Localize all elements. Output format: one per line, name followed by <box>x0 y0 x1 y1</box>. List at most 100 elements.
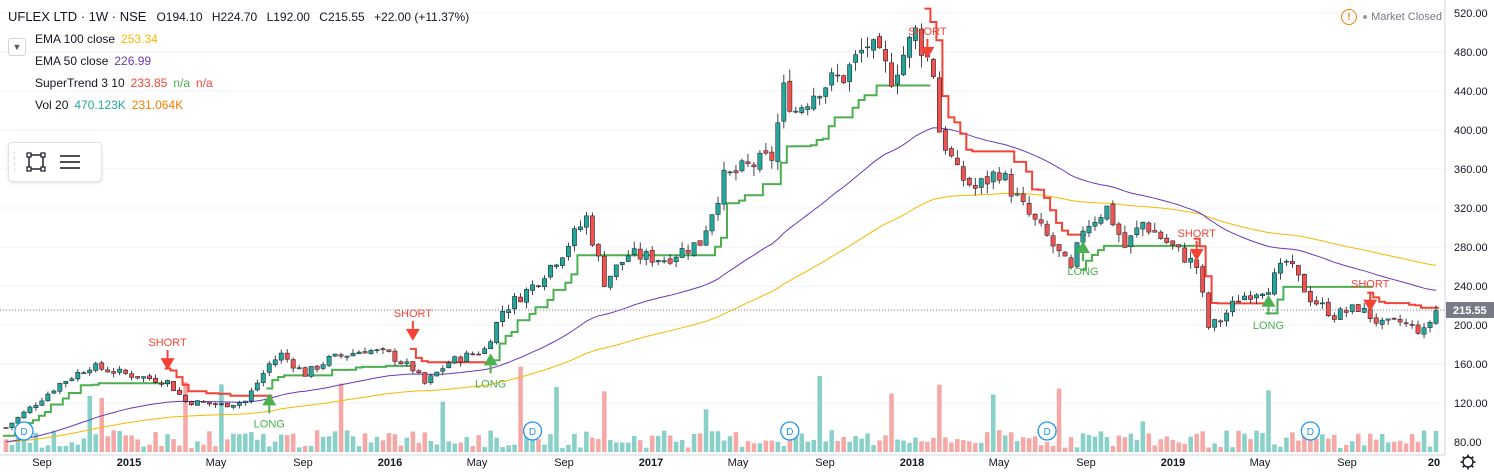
volume-bar <box>153 432 158 452</box>
indicator-ema50[interactable]: EMA 50 close 226.99 <box>35 54 152 68</box>
candle <box>63 381 69 388</box>
candle-body <box>290 359 296 369</box>
drag-handle-icon[interactable]: ::: <box>13 150 16 173</box>
candle-body <box>446 362 452 369</box>
long-arrow-icon <box>1261 294 1276 307</box>
volume-bar <box>1236 430 1241 452</box>
supertrend-short-line <box>924 7 1086 236</box>
candle-body <box>314 365 320 370</box>
candle <box>673 255 679 268</box>
volume-bar <box>608 439 613 452</box>
candle <box>464 350 470 363</box>
candle-body <box>721 169 727 205</box>
candle <box>1038 212 1044 227</box>
candle-body <box>177 389 182 395</box>
candle <box>111 367 117 378</box>
price-tick-label: 400.00 <box>1454 125 1488 137</box>
symbol-title[interactable]: UFLEX LTD · 1W · NSE <box>8 9 147 24</box>
indicator-ema100[interactable]: EMA 100 close 253.34 <box>35 32 158 46</box>
candle-body <box>284 352 290 360</box>
volume-bar <box>1080 433 1086 452</box>
settings-gear-icon[interactable] <box>1460 454 1476 470</box>
volume-bar <box>392 434 398 452</box>
short-arrow-icon <box>1189 248 1204 261</box>
indicator-supertrend[interactable]: SuperTrend 3 10 233.85 n/a n/a <box>35 76 213 90</box>
volume-bar <box>1050 445 1056 452</box>
volume-bar <box>207 431 212 452</box>
dividend-marker[interactable]: D <box>522 421 543 441</box>
candle-body <box>63 381 69 384</box>
short-signal: SHORT <box>394 308 432 341</box>
candle <box>1056 244 1062 258</box>
candle <box>260 370 266 387</box>
candle <box>607 275 613 291</box>
price-tick-label: 240.00 <box>1454 281 1488 293</box>
candle <box>350 348 356 357</box>
volume-bar <box>290 433 296 452</box>
volume-bar <box>1122 437 1128 452</box>
candle <box>224 402 230 408</box>
time-tick-label: Sep <box>293 457 313 469</box>
volume-bar <box>362 433 368 452</box>
candle <box>1212 318 1218 332</box>
candle <box>422 372 428 385</box>
volume-bar <box>1314 438 1319 452</box>
candle-body <box>171 381 176 391</box>
candle-body <box>871 39 876 51</box>
price-tick-label: 80.00 <box>1454 437 1482 449</box>
volume-bar <box>63 445 69 452</box>
candle <box>907 35 912 69</box>
candle-body <box>500 311 506 322</box>
indicator-volume[interactable]: Vol 20 470.123K 231.064K <box>35 98 184 112</box>
candle-body <box>577 226 583 230</box>
dividend-marker[interactable]: D <box>1300 421 1321 441</box>
candle-body <box>21 411 27 419</box>
dividend-marker[interactable]: D <box>14 421 34 441</box>
candle <box>996 167 1002 184</box>
supertrend-short-line <box>1367 291 1439 309</box>
volume-bar <box>877 440 882 452</box>
short-signal: SHORT <box>148 337 187 371</box>
dividend-marker[interactable]: D <box>1037 421 1057 441</box>
candle-body <box>1278 262 1283 274</box>
volume-bar <box>171 439 176 452</box>
candle <box>266 361 272 377</box>
volume-bar <box>1302 434 1307 452</box>
candle <box>709 213 715 236</box>
candle-body <box>326 356 332 366</box>
price-tick-label: 360.00 <box>1454 164 1488 176</box>
dividend-marker[interactable]: D <box>780 421 800 441</box>
short-label: SHORT <box>908 26 947 38</box>
collapse-legend-icon[interactable]: ▼ <box>8 38 26 56</box>
candle-body <box>195 400 200 406</box>
volume-bar <box>859 438 864 452</box>
volume-bar <box>1332 434 1337 452</box>
market-status[interactable]: ! Market Closed <box>1341 9 1442 25</box>
candle <box>45 391 51 402</box>
candle <box>685 244 691 260</box>
candle-body <box>1224 312 1229 322</box>
volume-bar <box>1170 439 1176 452</box>
candle <box>1170 240 1176 250</box>
candle <box>1373 313 1379 327</box>
candle <box>153 374 158 384</box>
volume-bar <box>93 434 99 452</box>
short-label: SHORT <box>1178 228 1217 240</box>
dividend-label: D <box>1043 427 1050 438</box>
settings-lines-icon[interactable] <box>53 145 87 179</box>
candle-body <box>1218 320 1224 323</box>
candle <box>625 250 631 263</box>
rectangle-tool-icon[interactable] <box>19 145 53 179</box>
volume-bar <box>201 444 206 452</box>
volume-bar <box>937 384 942 452</box>
volume-bar <box>1367 433 1373 452</box>
candle <box>583 211 589 235</box>
volume-bar <box>1068 437 1074 452</box>
volume-bar <box>614 442 619 452</box>
volume-bar <box>69 442 75 452</box>
candle-body <box>811 95 817 110</box>
candle <box>1361 302 1367 314</box>
candle-body <box>1242 295 1247 301</box>
volume-bar <box>685 447 691 452</box>
